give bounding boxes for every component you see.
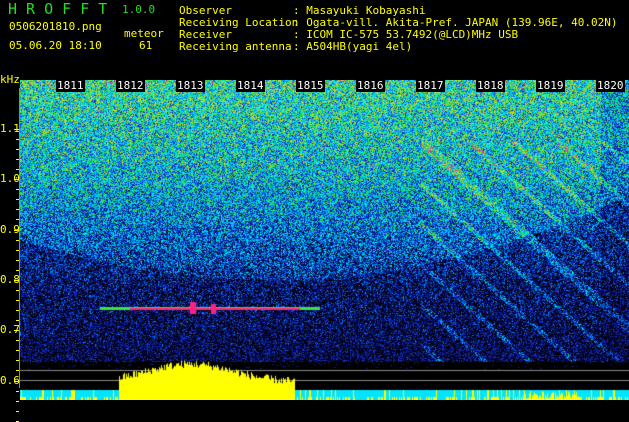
y-minor-tick	[16, 249, 19, 251]
y-minor-tick	[16, 299, 19, 301]
time-tick-label: 1819	[536, 79, 565, 92]
y-unit-label: kHz	[0, 73, 20, 86]
y-minor-tick	[16, 239, 19, 241]
receiver-value: : ICOM IC-575 53.7492(@LCD)MHz USB	[293, 28, 519, 41]
y-minor-tick	[16, 269, 19, 271]
observer-label: Observer	[179, 4, 232, 17]
y-minor-tick	[16, 189, 19, 191]
location-label: Receiving Location	[179, 16, 299, 29]
y-minor-tick	[16, 390, 19, 392]
y-tick-label: 0.8	[0, 272, 20, 286]
time-tick-label: 1820	[596, 79, 625, 92]
y-minor-tick	[16, 159, 19, 160]
y-tick-label: 0.7	[0, 323, 20, 337]
observer-value: : Masayuki Kobayashi	[293, 4, 426, 17]
antenna-label: Receiving antenna	[179, 40, 292, 53]
y-minor-tick	[16, 340, 19, 342]
y-minor-tick	[16, 410, 19, 412]
y-tick-mark	[14, 279, 19, 281]
app-version: 1.0.0	[122, 3, 156, 16]
y-tick-label: 1.1	[0, 122, 20, 135]
spectrogram	[20, 80, 629, 400]
meteor-count: 61	[139, 39, 153, 52]
y-tick-mark	[14, 179, 19, 181]
time-tick-label: 1811	[56, 79, 85, 92]
y-minor-tick	[16, 149, 19, 150]
y-minor-tick	[16, 319, 19, 321]
y-minor-tick	[16, 219, 19, 221]
time-tick-label: 1817	[416, 79, 445, 92]
y-minor-tick	[16, 259, 19, 261]
y-minor-tick	[16, 350, 19, 352]
meteor-label: meteor	[124, 27, 164, 40]
y-minor-tick	[16, 370, 19, 372]
y-axis-line	[19, 88, 20, 388]
y-minor-tick	[16, 289, 19, 291]
y-tick-label: 0.9	[0, 222, 20, 236]
y-minor-tick	[16, 309, 19, 311]
time-tick-label: 1814	[236, 79, 265, 92]
file-datetime: 05.06.20 18:10	[9, 39, 102, 52]
y-minor-tick	[16, 400, 19, 402]
file-name: 0506201810.png	[9, 20, 102, 33]
y-minor-tick	[16, 169, 19, 170]
y-minor-tick	[16, 199, 19, 201]
y-tick-label: 1.0	[0, 172, 20, 186]
app-title: H R O F F T	[8, 0, 108, 18]
receiver-label: Receiver	[179, 28, 232, 41]
time-tick-label: 1816	[356, 79, 385, 92]
y-tick-mark	[14, 129, 19, 130]
y-tick-mark	[14, 330, 19, 332]
time-tick-label: 1812	[116, 79, 145, 92]
y-minor-tick	[16, 360, 19, 362]
y-minor-tick	[16, 139, 19, 140]
y-tick-mark	[14, 380, 19, 382]
y-minor-tick	[16, 420, 19, 422]
time-tick-label: 1815	[296, 79, 325, 92]
location-value: : Ogata-vill. Akita-Pref. JAPAN (139.96E…	[293, 16, 618, 29]
time-tick-label: 1818	[476, 79, 505, 92]
y-tick-label: 0.6	[0, 373, 20, 387]
antenna-value: : A504HB(yagi 4el)	[293, 40, 413, 53]
y-minor-tick	[16, 209, 19, 211]
y-tick-mark	[14, 229, 19, 231]
time-tick-label: 1813	[176, 79, 205, 92]
